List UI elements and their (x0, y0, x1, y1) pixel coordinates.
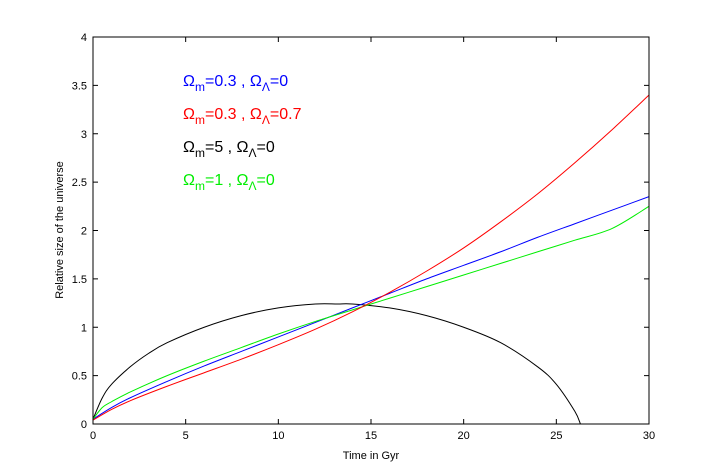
legend-entry-part: Ω (183, 73, 195, 90)
legend-entry-part: =5 , Ω (205, 139, 249, 156)
series-line-3 (92, 205, 650, 420)
y-tick-label: 0.5 (72, 371, 87, 383)
y-axis-ticks: 0 0.5 1 1.5 2 2.5 3 3.5 4 (72, 32, 649, 431)
legend-entry-part: Ω (183, 172, 195, 189)
y-tick-label: 2 (81, 226, 87, 238)
legend-entry-part: =0.3 , Ω (205, 73, 262, 90)
legend-entry-part: =0 (257, 172, 275, 189)
y-tick-label: 3.5 (72, 80, 87, 92)
y-tick-label: 1.5 (72, 274, 87, 286)
x-tick-label: 20 (458, 430, 470, 442)
series-lines (92, 94, 650, 425)
legend-entry-1: Ωm=0.3 , ΩΛ=0.7 (183, 106, 302, 127)
x-tick-label: 10 (272, 430, 284, 442)
y-tick-label: 2.5 (72, 177, 87, 189)
y-tick-label: 1 (81, 322, 87, 334)
legend-entry-part: Λ (249, 146, 257, 160)
legend-entry-2: Ωm=5 , ΩΛ=0 (183, 139, 275, 160)
legend-entry-part: Λ (249, 179, 257, 193)
y-axis-label: Relative size of the universe (54, 161, 66, 299)
series-line-0 (92, 196, 650, 420)
x-axis-ticks: 0 5 10 15 20 25 30 (90, 37, 655, 442)
y-tick-label: 4 (81, 32, 87, 44)
plot-background (93, 37, 649, 424)
legend: Ωm=0.3 , ΩΛ=0Ωm=0.3 , ΩΛ=0.7Ωm=5 , ΩΛ=0Ω… (183, 73, 302, 193)
legend-entry-part: Ω (183, 139, 195, 156)
legend-entry-part: =0.7 (270, 106, 302, 123)
y-tick-label: 3 (81, 129, 87, 141)
x-tick-label: 0 (90, 430, 96, 442)
x-tick-label: 5 (183, 430, 189, 442)
y-tick-label: 0 (81, 419, 87, 431)
legend-entry-part: =0 (270, 73, 288, 90)
x-axis-label: Time in Gyr (343, 450, 400, 462)
legend-entry-part: m (195, 146, 205, 160)
legend-entry-part: m (195, 113, 205, 127)
legend-entry-part: =0 (257, 139, 275, 156)
series-line-1 (92, 94, 650, 421)
legend-entry-3: Ωm=1 , ΩΛ=0 (183, 172, 275, 193)
legend-entry-part: Ω (183, 106, 195, 123)
x-tick-label: 30 (643, 430, 655, 442)
legend-entry-part: m (195, 179, 205, 193)
series-line-2 (92, 303, 581, 425)
x-tick-label: 15 (365, 430, 377, 442)
legend-entry-0: Ωm=0.3 , ΩΛ=0 (183, 73, 288, 94)
legend-entry-part: m (195, 80, 205, 94)
legend-entry-part: Λ (262, 113, 270, 127)
x-tick-label: 25 (550, 430, 562, 442)
legend-entry-part: =0.3 , Ω (205, 106, 262, 123)
legend-entry-part: Λ (262, 80, 270, 94)
legend-entry-part: =1 , Ω (205, 172, 249, 189)
